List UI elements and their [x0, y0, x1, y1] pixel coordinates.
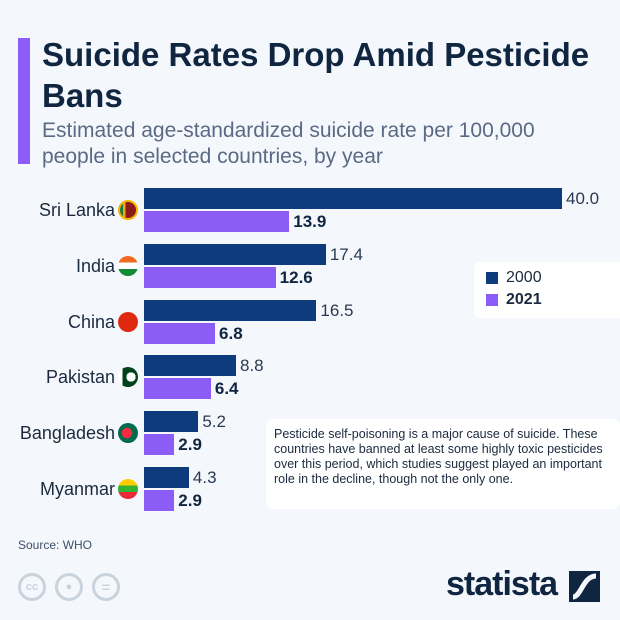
- bar-2000: [144, 243, 326, 265]
- pakistan-flag-icon: [118, 367, 138, 388]
- cc-license-icon[interactable]: cc: [18, 573, 46, 601]
- source-text: Source: WHO: [18, 538, 93, 552]
- legend-swatch: [486, 294, 498, 306]
- data-label-2021: 6.4: [214, 379, 239, 399]
- legend-swatch: [486, 272, 498, 284]
- legend-item-2021: 2021: [486, 291, 542, 309]
- data-label-2000: 16.5: [320, 300, 354, 320]
- legend-item-2000: 2000: [486, 269, 542, 287]
- myanmar-flag-icon: [118, 479, 138, 499]
- title-accent-bar: [18, 38, 30, 164]
- chart-title: Suicide Rates Drop Amid Pesticide Bans: [42, 36, 590, 114]
- statista-logo[interactable]: statista: [446, 565, 558, 603]
- bar-2000: [144, 355, 236, 377]
- category-label: China: [67, 311, 115, 332]
- bar-2000: [144, 188, 562, 209]
- bar-2000: [144, 467, 189, 488]
- no-derivatives-icon[interactable]: =: [92, 573, 120, 601]
- data-label-2000: 4.3: [192, 468, 217, 487]
- data-label-2021: 12.6: [279, 267, 313, 287]
- data-label-2000: 8.8: [239, 356, 264, 376]
- bar-2021: [144, 211, 290, 232]
- cc-text: cc: [25, 581, 39, 593]
- category-label: Sri Lanka: [38, 200, 115, 220]
- legend-label: 2021: [506, 291, 542, 308]
- bangladesh-flag-icon: [118, 423, 138, 444]
- bar-2000: [144, 411, 199, 433]
- bar-2021: [144, 378, 211, 400]
- category-label: Pakistan: [45, 367, 115, 388]
- china-flag-icon: [118, 311, 138, 332]
- sri-lanka-flag-icon: [118, 200, 138, 220]
- statista-logo-mark-icon: [569, 571, 600, 602]
- annotation-note: Pesticide self-poisoning is a major caus…: [266, 419, 620, 509]
- data-label-2000: 40.0: [566, 189, 600, 208]
- data-label-2021: 13.9: [293, 212, 327, 231]
- data-label-2021: 2.9: [178, 435, 202, 455]
- bar-2021: [144, 322, 216, 344]
- data-label-2021: 6.8: [219, 323, 243, 343]
- india-flag-icon: [118, 255, 138, 276]
- category-label: Myanmar: [39, 479, 115, 499]
- category-label: Bangladesh: [19, 423, 115, 444]
- legend-label: 2000: [506, 269, 542, 286]
- data-label-2021: 2.9: [178, 491, 202, 510]
- bar-2021: [144, 266, 276, 288]
- data-label-2000: 5.2: [202, 412, 226, 432]
- bar-2021: [144, 434, 175, 456]
- category-label: India: [75, 255, 115, 276]
- attribution-icon[interactable]: ●: [55, 573, 83, 601]
- bar-2021: [144, 490, 175, 511]
- legend: 2000 2021: [474, 262, 620, 318]
- data-label-2000: 17.4: [329, 244, 363, 264]
- chart-subtitle: Estimated age-standardized suicide rate …: [42, 119, 535, 168]
- bar-2000: [144, 299, 317, 321]
